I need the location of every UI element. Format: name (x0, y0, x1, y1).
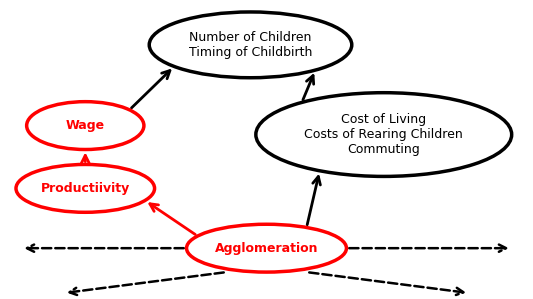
Text: Number of Children
Timing of Childbirth: Number of Children Timing of Childbirth (189, 31, 312, 59)
Text: Cost of Living
Costs of Rearing Children
Commuting: Cost of Living Costs of Rearing Children… (304, 113, 463, 156)
Text: Productiivity: Productiivity (41, 182, 130, 195)
Text: Agglomeration: Agglomeration (215, 242, 318, 255)
Text: Wage: Wage (66, 119, 105, 132)
